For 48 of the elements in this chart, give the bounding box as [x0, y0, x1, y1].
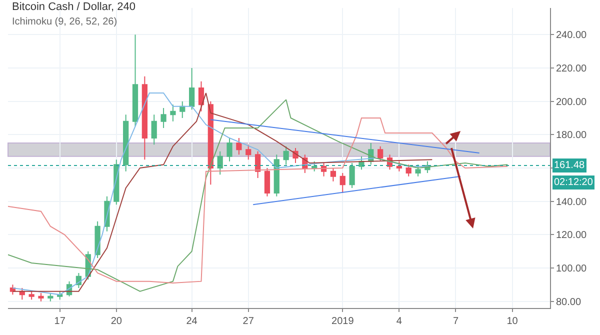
- x-tick-label: 24: [186, 316, 198, 327]
- ref-line-label: 161.48: [554, 160, 586, 171]
- candlestick: [378, 146, 384, 162]
- x-tick-label: 17: [54, 316, 66, 327]
- candlestick: [217, 150, 223, 176]
- candlestick: [142, 76, 148, 160]
- candlestick: [198, 80, 204, 112]
- candlestick: [123, 114, 129, 172]
- y-tick-label: 100.00: [556, 264, 588, 274]
- candlestick: [226, 138, 232, 162]
- chart-title: Bitcoin Cash / Dollar, 240: [12, 1, 136, 14]
- y-tick-label: 180.00: [556, 130, 588, 142]
- candlestick: [180, 100, 186, 118]
- text: Ichimoku (9, 26, 52, 26): [12, 16, 118, 28]
- y-tick-label: 140.00: [556, 196, 588, 208]
- candlestick: [349, 162, 355, 188]
- candlestick: [48, 292, 54, 302]
- candlestick: [264, 168, 270, 197]
- candlestick: [38, 292, 44, 302]
- candlestick: [189, 68, 195, 110]
- candlestick: [160, 108, 166, 128]
- x-tick-label: 2019: [332, 316, 354, 327]
- candlestick: [274, 154, 280, 197]
- x-tick-label: 27: [242, 316, 254, 327]
- candlestick: [396, 160, 402, 172]
- x-tick-label: 4: [396, 316, 402, 327]
- candlestick: [132, 34, 138, 127]
- candlestick: [330, 168, 336, 182]
- y-tick-label: 200.00: [556, 96, 588, 108]
- candlestick: [283, 146, 289, 166]
- candlestick: [254, 150, 261, 178]
- candlestick: [246, 144, 252, 160]
- candlestick: [406, 164, 412, 177]
- y-tick-label: 240.00: [556, 30, 588, 42]
- candlestick: [151, 114, 157, 146]
- candlestick: [94, 220, 100, 258]
- x-tick-label: 7: [452, 316, 459, 327]
- y-tick-label: 220.00: [556, 64, 588, 74]
- x-tick-label: 10: [506, 316, 518, 327]
- x-tick-label: 20: [110, 316, 122, 327]
- candlestick: [28, 290, 34, 300]
- candlestick: [236, 138, 242, 156]
- y-tick-label: 120.00: [556, 230, 588, 242]
- candlestick: [340, 172, 346, 194]
- candlestick: [415, 164, 421, 177]
- candlestick: [170, 104, 176, 122]
- y-tick-label: 80.00: [556, 296, 582, 308]
- text: 02:12:20: [554, 177, 594, 188]
